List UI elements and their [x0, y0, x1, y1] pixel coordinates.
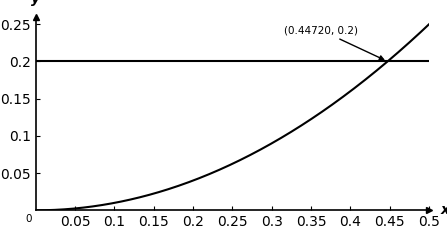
- Text: 0: 0: [25, 214, 32, 224]
- Text: x: x: [441, 203, 447, 217]
- Text: (0.44720, 0.2): (0.44720, 0.2): [283, 25, 384, 60]
- Text: y: y: [31, 0, 40, 5]
